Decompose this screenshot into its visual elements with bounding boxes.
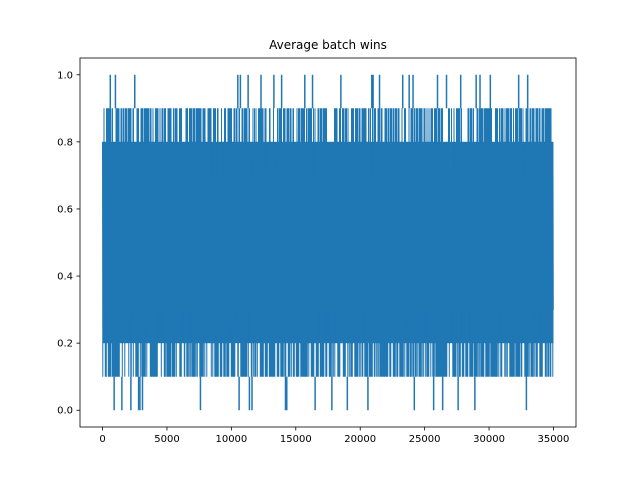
series-line: [102, 108, 554, 377]
x-tick-label: 15000: [280, 434, 312, 445]
x-tick-label: 30000: [473, 434, 505, 445]
y-tick-label: 1.0: [57, 70, 73, 81]
x-tick-label: 35000: [538, 434, 570, 445]
y-axis: 0.0 0.2 0.4 0.6 0.8 1.0: [57, 70, 80, 417]
y-tick-label: 0.8: [57, 137, 73, 148]
y-tick-label: 0.0: [57, 406, 73, 417]
y-tick-label: 0.2: [57, 339, 73, 350]
x-tick-label: 5000: [154, 434, 179, 445]
axes-frame: [79, 57, 577, 428]
x-tick-label: 10000: [215, 434, 247, 445]
x-tick-label: 0: [99, 434, 105, 445]
x-tick-label: 25000: [409, 434, 441, 445]
plot-area: [102, 74, 554, 411]
x-axis: 0 5000 10000 15000 20000 25000 30000 35000: [99, 427, 569, 445]
chart-title: Average batch wins: [269, 38, 387, 52]
y-tick-label: 0.6: [57, 204, 73, 215]
y-tick-label: 0.4: [57, 272, 73, 283]
x-tick-label: 20000: [344, 434, 376, 445]
